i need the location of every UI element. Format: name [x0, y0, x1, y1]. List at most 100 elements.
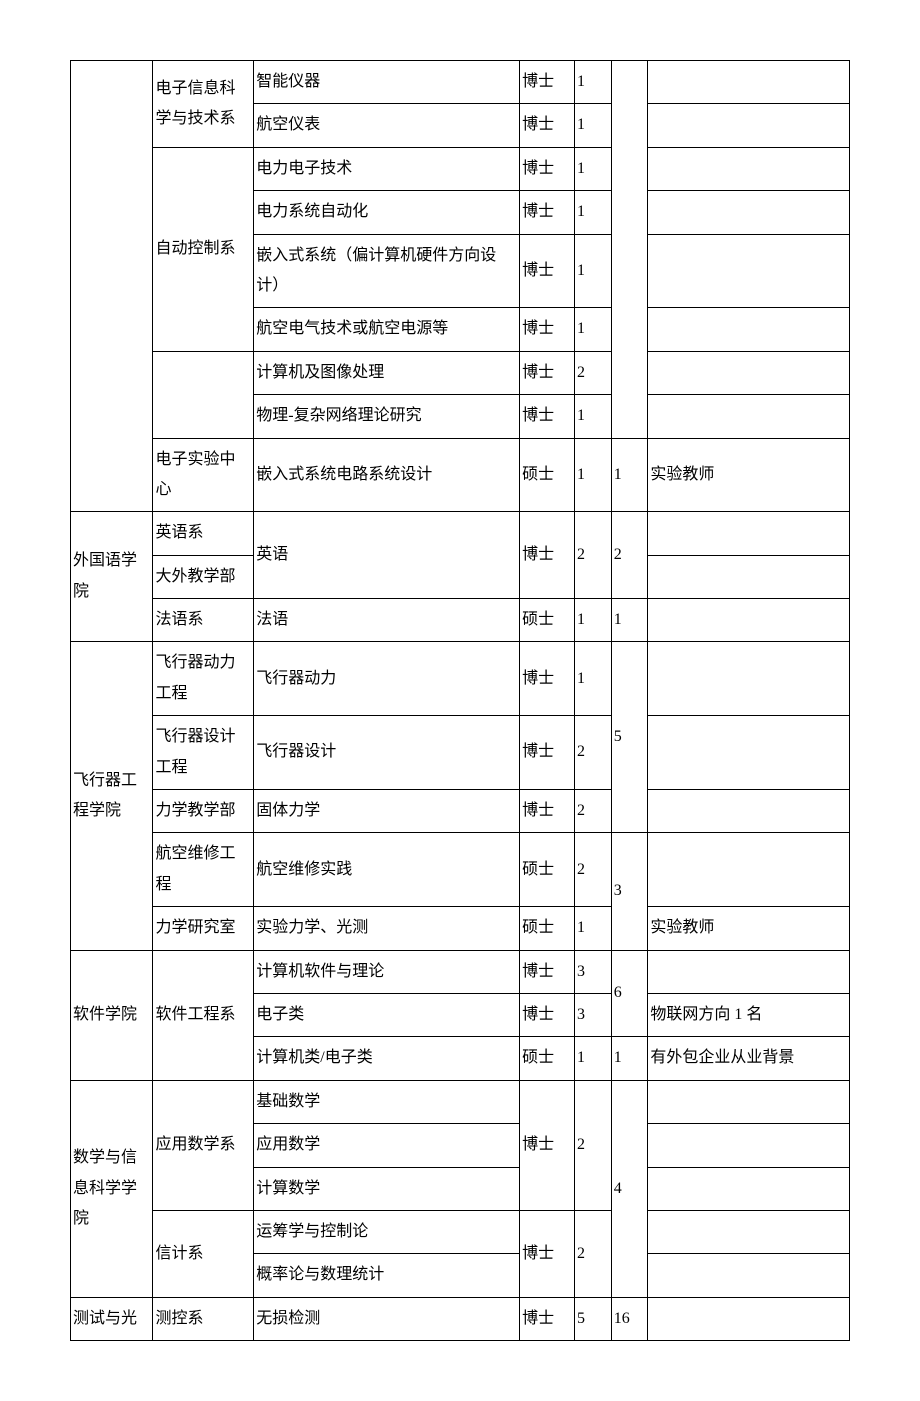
cell: 博士 [520, 395, 575, 438]
cell: 飞行器设计工程 [153, 716, 254, 790]
recruitment-table: 电子信息科学与技术系智能仪器博士1航空仪表博士1自动控制系电力电子技术博士1电力… [70, 60, 850, 1341]
table-row: 飞行器工程学院飞行器动力工程飞行器动力博士15 [71, 642, 850, 716]
cell: 1 [575, 1037, 612, 1080]
cell: 1 [575, 395, 612, 438]
cell: 博士 [520, 61, 575, 104]
cell: 1 [575, 642, 612, 716]
cell: 固体力学 [254, 790, 520, 833]
cell: 英语 [254, 512, 520, 599]
cell: 无损检测 [254, 1297, 520, 1340]
cell [611, 61, 648, 439]
cell: 应用数学系 [153, 1080, 254, 1210]
table-row: 力学教学部固体力学博士2 [71, 790, 850, 833]
cell [648, 191, 850, 234]
cell [153, 351, 254, 438]
cell: 实验教师 [648, 438, 850, 512]
cell: 飞行器工程学院 [71, 642, 153, 950]
cell [648, 395, 850, 438]
table-row: 力学研究室实验力学、光测硕士1实验教师 [71, 907, 850, 950]
cell [648, 1210, 850, 1253]
cell: 4 [611, 1080, 648, 1297]
cell: 博士 [520, 147, 575, 190]
cell: 概率论与数理统计 [254, 1254, 520, 1297]
cell [648, 950, 850, 993]
cell: 物联网方向 1 名 [648, 993, 850, 1036]
cell: 1 [575, 234, 612, 308]
cell: 1 [575, 308, 612, 351]
cell: 博士 [520, 512, 575, 599]
cell: 实验教师 [648, 907, 850, 950]
cell: 力学教学部 [153, 790, 254, 833]
cell: 外国语学院 [71, 512, 153, 642]
cell: 计算机及图像处理 [254, 351, 520, 394]
cell: 2 [575, 351, 612, 394]
cell: 信计系 [153, 1210, 254, 1297]
cell: 2 [575, 512, 612, 599]
cell: 航空维修实践 [254, 833, 520, 907]
cell: 1 [575, 438, 612, 512]
cell [648, 234, 850, 308]
cell: 博士 [520, 993, 575, 1036]
cell [648, 1254, 850, 1297]
table-row: 数学与信息科学学院应用数学系基础数学博士24 [71, 1080, 850, 1123]
cell: 博士 [520, 1080, 575, 1210]
cell [648, 1124, 850, 1167]
cell: 3 [575, 950, 612, 993]
cell [648, 599, 850, 642]
cell: 大外教学部 [153, 555, 254, 598]
cell: 1 [575, 104, 612, 147]
cell: 硕士 [520, 599, 575, 642]
cell: 电力电子技术 [254, 147, 520, 190]
cell: 3 [575, 993, 612, 1036]
table-row: 外国语学院英语系英语博士22 [71, 512, 850, 555]
cell: 基础数学 [254, 1080, 520, 1123]
cell: 博士 [520, 1297, 575, 1340]
table-row: 飞行器设计工程飞行器设计博士2 [71, 716, 850, 790]
cell [648, 1080, 850, 1123]
cell: 博士 [520, 308, 575, 351]
table-row: 计算机及图像处理博士2 [71, 351, 850, 394]
cell [648, 104, 850, 147]
cell [648, 790, 850, 833]
cell: 5 [611, 642, 648, 833]
cell: 数学与信息科学学院 [71, 1080, 153, 1297]
cell: 测控系 [153, 1297, 254, 1340]
cell: 1 [611, 599, 648, 642]
cell [648, 555, 850, 598]
cell: 计算数学 [254, 1167, 520, 1210]
cell: 硕士 [520, 1037, 575, 1080]
cell: 2 [611, 512, 648, 599]
cell: 博士 [520, 104, 575, 147]
cell [71, 61, 153, 512]
cell: 电力系统自动化 [254, 191, 520, 234]
cell: 嵌入式系统电路系统设计 [254, 438, 520, 512]
cell [648, 642, 850, 716]
cell [648, 308, 850, 351]
table-row: 电子信息科学与技术系智能仪器博士1 [71, 61, 850, 104]
cell: 5 [575, 1297, 612, 1340]
cell: 博士 [520, 1210, 575, 1297]
cell: 电子实验中心 [153, 438, 254, 512]
cell: 飞行器设计 [254, 716, 520, 790]
cell: 测试与光 [71, 1297, 153, 1340]
cell: 法语系 [153, 599, 254, 642]
cell: 硕士 [520, 438, 575, 512]
cell: 博士 [520, 642, 575, 716]
table-row: 信计系运筹学与控制论博士2 [71, 1210, 850, 1253]
table-row: 自动控制系电力电子技术博士1 [71, 147, 850, 190]
cell: 1 [575, 907, 612, 950]
cell: 3 [611, 833, 648, 950]
cell: 应用数学 [254, 1124, 520, 1167]
cell: 博士 [520, 351, 575, 394]
cell: 1 [611, 1037, 648, 1080]
cell: 有外包企业从业背景 [648, 1037, 850, 1080]
cell: 博士 [520, 716, 575, 790]
cell: 飞行器动力工程 [153, 642, 254, 716]
table-row: 电子实验中心嵌入式系统电路系统设计硕士11实验教师 [71, 438, 850, 512]
cell: 飞行器动力 [254, 642, 520, 716]
cell [648, 147, 850, 190]
cell: 16 [611, 1297, 648, 1340]
cell: 2 [575, 790, 612, 833]
table-row: 测试与光测控系无损检测博士516 [71, 1297, 850, 1340]
cell: 嵌入式系统（偏计算机硬件方向设计） [254, 234, 520, 308]
